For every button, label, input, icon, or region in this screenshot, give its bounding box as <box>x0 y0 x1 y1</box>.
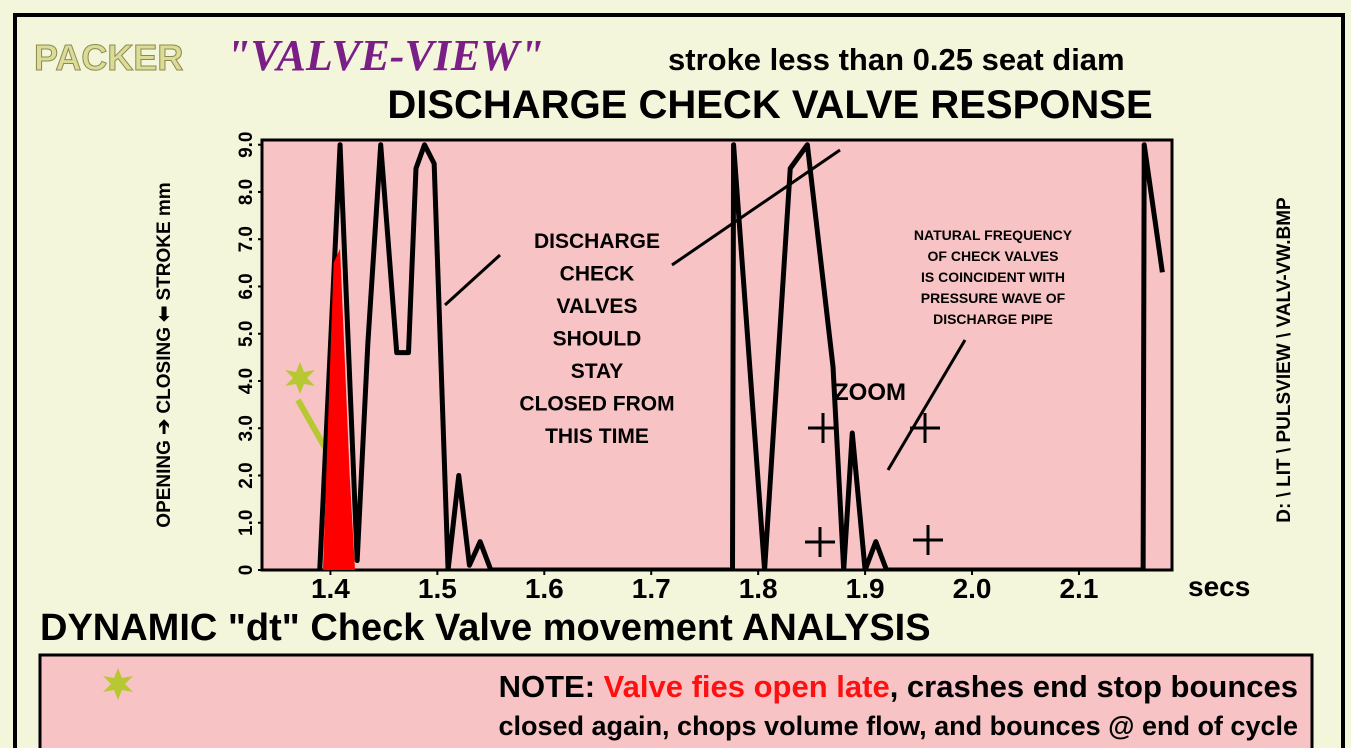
y-tick-label: 9.0 <box>236 132 257 158</box>
x-tick-label: 1.5 <box>418 573 457 604</box>
note-line-2: closed again, chops volume flow, and bou… <box>499 711 1299 741</box>
x-tick-label: 1.6 <box>525 573 564 604</box>
note-lead: NOTE: <box>499 669 604 704</box>
annotation-line: STAY <box>571 360 624 383</box>
annotation-line: IS COINCIDENT WITH <box>921 269 1065 285</box>
y-tick-label: 3.0 <box>236 415 257 441</box>
x-tick-label: 2.1 <box>1059 573 1098 604</box>
x-unit: secs <box>1188 571 1250 602</box>
annotation-line: CLOSED FROM <box>519 393 674 416</box>
chart-title: DISCHARGE CHECK VALVE RESPONSE <box>387 83 1152 127</box>
y-tick-label: 0 <box>236 565 257 576</box>
line <box>317 142 1165 570</box>
y-tick-label: 2.0 <box>236 462 257 488</box>
subtitle: DYNAMIC "dt" Check Valve movement ANALYS… <box>40 607 931 649</box>
y-axis-label: OPENING ➔ CLOSING ⬅ STROKE mm <box>154 182 175 527</box>
annotation-line: CHECK <box>560 263 635 286</box>
annotation-line: SHOULD <box>553 328 642 351</box>
x-tick-label: 1.4 <box>311 573 350 604</box>
note-highlight: Valve fies open late <box>604 669 890 704</box>
product: "VALVE-VIEW" <box>226 31 544 80</box>
note-star <box>103 668 133 700</box>
y-tick-label: 5.0 <box>236 321 257 347</box>
tagline: stroke less than 0.25 seat diam <box>668 42 1125 77</box>
side-label: D: \ LIT \ PULSVIEW \ VALV-VW.BMP <box>1274 197 1295 523</box>
note-box <box>38 653 1314 748</box>
y-tick-label: 8.0 <box>236 179 257 205</box>
x-tick-label: 1.7 <box>632 573 671 604</box>
y-tick-label: 7.0 <box>236 226 257 252</box>
x-tick-label: 1.8 <box>739 573 778 604</box>
area <box>322 248 356 570</box>
note-rest: , crashes end stop bounces <box>890 669 1298 704</box>
x-tick-label: 1.9 <box>846 573 885 604</box>
annotation: DISCHARGE CHECK VALVES SHOULD STAY CLOSED FRO… <box>519 230 674 448</box>
y-tick-label: 1.0 <box>236 510 257 536</box>
annotation-line: OF CHECK VALVES <box>928 248 1059 264</box>
y-tick-label: 4.0 <box>236 368 257 394</box>
annotation-line: THIS TIME <box>545 425 649 448</box>
annotation-line: ZOOM <box>834 379 906 406</box>
annotation: ZOOM <box>834 379 906 406</box>
x-tick-label: 2.0 <box>953 573 992 604</box>
annotation-line: DISCHARGE <box>534 230 660 253</box>
y-tick-label: 6.0 <box>236 273 257 299</box>
annotation-line: DISCHARGE PIPE <box>933 311 1053 327</box>
note-line-1: NOTE: Valve fies open late, crashes end … <box>499 669 1298 704</box>
brand: PACKER <box>34 37 183 78</box>
annotation: NATURAL FREQUENCY OF CHECK VALVES IS COINC… <box>914 227 1073 327</box>
annotation-line: NATURAL FREQUENCY <box>914 227 1073 243</box>
annotation-line: VALVES <box>557 295 638 318</box>
annotation-line: PRESSURE WAVE OF <box>921 290 1066 306</box>
